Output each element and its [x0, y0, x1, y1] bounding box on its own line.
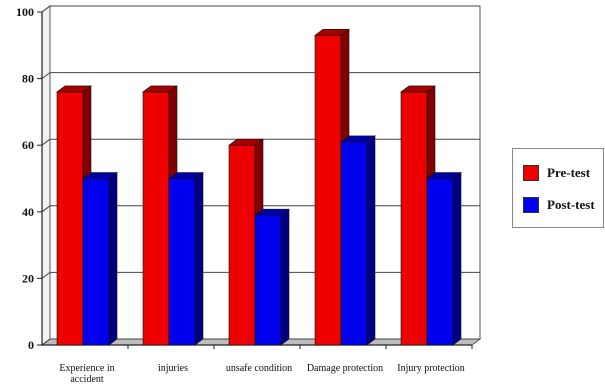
- bar-side: [108, 171, 118, 346]
- legend-item-post-test: Post-test: [523, 195, 595, 215]
- bar: [426, 178, 454, 346]
- legend-label-post-test: Post-test: [547, 197, 595, 212]
- bar: [340, 141, 368, 346]
- bar: [56, 91, 84, 346]
- bar: [314, 35, 342, 346]
- bar: [142, 91, 170, 346]
- bar-side: [280, 208, 290, 346]
- bar-side: [452, 171, 462, 346]
- legend: Pre-test Post-test: [512, 148, 604, 228]
- y-tick-label: 20: [22, 271, 34, 285]
- y-tick-label: 40: [22, 205, 34, 219]
- bar-top: [340, 135, 376, 143]
- bar-top: [314, 29, 350, 36]
- bar: [168, 178, 196, 346]
- x-tick-label: Damage protection: [307, 363, 383, 374]
- y-tick-label: 60: [22, 138, 34, 152]
- bar: [254, 214, 282, 346]
- legend-item-pre-test: Pre-test: [523, 163, 590, 183]
- x-tick-label: accident: [70, 374, 104, 385]
- legend-swatch-post-test: [523, 197, 539, 213]
- bar: [82, 178, 110, 346]
- bar-top: [82, 172, 118, 179]
- bar: [400, 91, 428, 346]
- gridline-side: [41, 138, 51, 146]
- gridline-side: [41, 5, 51, 13]
- x-tick-label: unsafe condition: [226, 363, 292, 374]
- gridline-side: [41, 271, 51, 279]
- bar-top: [168, 172, 204, 179]
- bars-layer: [56, 28, 462, 346]
- side-wall: [41, 5, 51, 346]
- legend-swatch-pre-test: [523, 165, 539, 181]
- y-tick-label: 0: [28, 338, 34, 352]
- bar-side: [194, 171, 204, 346]
- bar-top: [254, 208, 290, 216]
- bar-top: [228, 138, 264, 146]
- gridline-side: [41, 338, 51, 346]
- x-tick-label: injuries: [158, 363, 188, 374]
- bar-top: [142, 85, 178, 93]
- x-tick-label: Injury protection: [397, 363, 464, 374]
- legend-label-pre-test: Pre-test: [547, 165, 591, 180]
- x-tick-label: Experience in: [59, 363, 114, 374]
- gridline-side: [41, 205, 51, 213]
- y-tick-label: 100: [16, 5, 34, 19]
- bar-top: [56, 85, 92, 93]
- bar-top: [400, 85, 436, 93]
- y-tick-label: 80: [22, 72, 34, 86]
- gridline-side: [41, 72, 51, 79]
- bar-side: [366, 135, 376, 346]
- bar: [228, 144, 256, 346]
- bar-top: [426, 172, 462, 179]
